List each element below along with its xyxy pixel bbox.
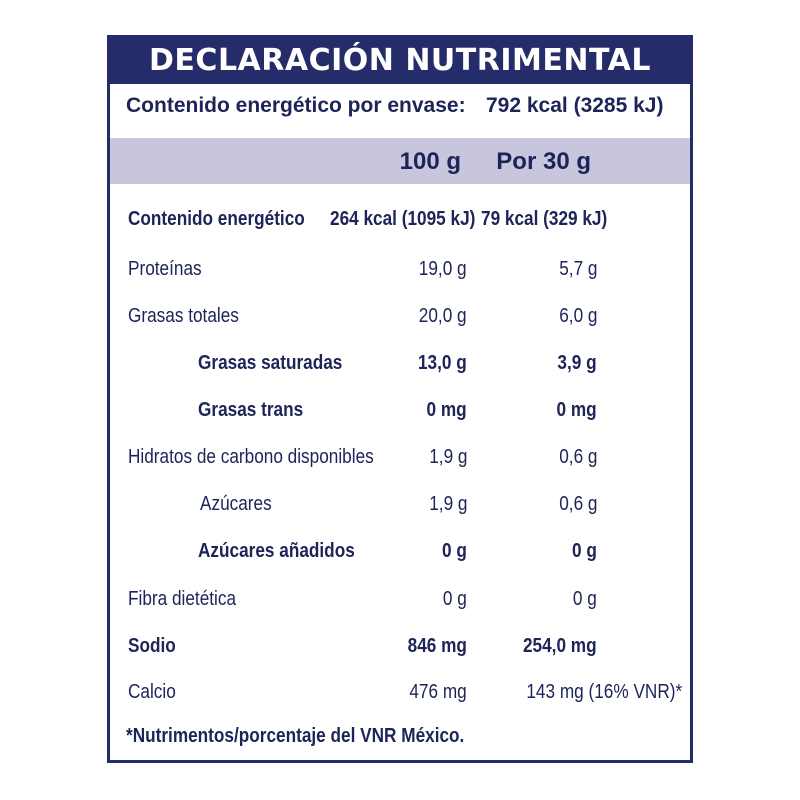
row-value-30g: 0 g [573,588,597,610]
row-value-100g: 1,9 g [428,493,467,515]
row-value-100g: 264 kcal (1095 kJ) [330,208,476,230]
row-value-30g: 79 kcal (329 kJ) [481,208,608,230]
table-row-proteins: Proteínas 19,0 g 5,7 g [110,258,690,288]
table-row-fiber: Fibra dietética 0 g 0 g [110,588,690,618]
table-row-sodium: Sodio 846 mg 254,0 mg [110,635,690,665]
table-row-trans-fat: Grasas trans 0 mg 0 mg [110,399,690,429]
row-value-100g: 0 g [443,588,467,610]
row-value-30g: 143 mg (16% VNR)* [526,681,682,703]
nutrition-label: DECLARACIÓN NUTRIMENTAL Contenido energé… [107,35,693,763]
row-name: Contenido energético [128,208,305,230]
table-row-sugars: Azúcares 1,9 g 0,6 g [110,493,690,523]
row-value-30g: 3,9 g [557,352,597,374]
column-header-band: 100 g Por 30 g [110,138,690,184]
row-value-100g: 0 g [442,540,467,562]
table-row-added-sugars: Azúcares añadidos 0 g 0 g [110,540,690,570]
footnote: *Nutrimentos/porcentaje del VNR México. [126,725,465,747]
column-header-30g: Por 30 g [496,148,591,175]
table-row-saturated-fat: Grasas saturadas 13,0 g 3,9 g [110,352,690,382]
energy-per-pack: Contenido energético por envase: 792 kca… [126,94,663,118]
row-name: Proteínas [128,258,202,280]
row-name: Sodio [128,635,176,657]
row-value-30g: 254,0 mg [523,635,597,657]
row-value-30g: 0 mg [556,399,597,421]
row-value-30g: 0 g [572,540,597,562]
row-value-100g: 1,9 g [428,446,467,468]
row-name: Grasas saturadas [198,352,343,374]
row-value-100g: 476 mg [409,681,467,703]
row-name: Azúcares añadidos [198,540,355,562]
row-name: Fibra dietética [128,588,237,610]
label-title: DECLARACIÓN NUTRIMENTAL [110,38,690,84]
row-name: Hidratos de carbono disponibles [128,446,374,468]
table-row-energy: Contenido energético 264 kcal (1095 kJ) … [110,208,690,238]
row-value-100g: 846 mg [407,635,467,657]
table-row-calcium: Calcio 476 mg 143 mg (16% VNR)* [110,681,690,711]
row-value-100g: 19,0 g [419,258,467,280]
row-value-100g: 13,0 g [418,352,467,374]
energy-per-pack-label: Contenido energético por envase: [126,94,466,117]
row-value-30g: 5,7 g [558,258,597,280]
row-value-30g: 0,6 g [558,493,597,515]
energy-per-pack-value: 792 kcal (3285 kJ) [486,94,664,117]
row-value-100g: 20,0 g [419,305,467,327]
column-header-100g: 100 g [399,148,461,175]
table-row-total-fat: Grasas totales 20,0 g 6,0 g [110,305,690,335]
row-name: Azúcares [200,493,272,515]
row-name: Grasas trans [198,399,304,421]
row-value-30g: 0,6 g [558,446,597,468]
row-value-100g: 0 mg [426,399,467,421]
table-row-carbohydrates: Hidratos de carbono disponibles 1,9 g 0,… [110,446,690,476]
row-value-30g: 6,0 g [558,305,597,327]
row-name: Calcio [128,681,176,703]
row-name: Grasas totales [128,305,239,327]
